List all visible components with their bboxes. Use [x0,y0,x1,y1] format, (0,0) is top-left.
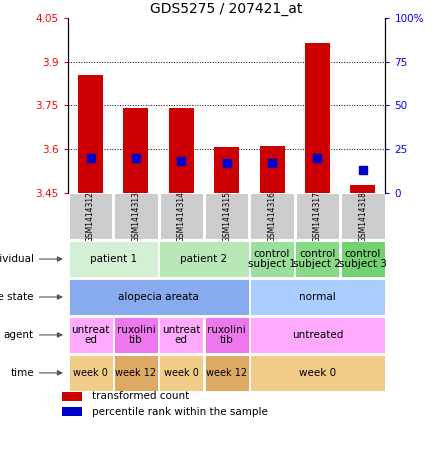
Bar [250,317,385,353]
Point [87,154,94,161]
Bar [69,279,249,315]
Bar [69,241,158,277]
Text: week 0: week 0 [73,368,108,378]
Bar [159,317,203,353]
Text: GSM1414313: GSM1414313 [131,191,141,242]
Text: week 0: week 0 [164,368,199,378]
Text: untreat
ed: untreat ed [162,324,201,345]
Bar [159,241,249,277]
Bar [114,193,158,239]
Bar [250,355,385,390]
Bar [341,241,385,277]
Bar [250,279,385,315]
Text: week 12: week 12 [206,368,247,378]
Bar [205,355,249,390]
Text: GSM1414317: GSM1414317 [313,191,322,242]
Text: patient 2: patient 2 [180,254,228,264]
Bar [260,146,285,193]
Text: control
subject 3: control subject 3 [339,249,387,270]
Text: time: time [11,368,34,378]
Point [359,166,366,173]
Text: transformed count: transformed count [92,391,189,401]
Text: agent: agent [4,330,34,340]
Text: GSM1414314: GSM1414314 [177,191,186,242]
Point [314,154,321,161]
Text: individual: individual [0,254,34,264]
Point [268,159,276,167]
Bar [341,193,385,239]
Text: ruxolini
tib: ruxolini tib [207,324,246,345]
Text: control
subject 1: control subject 1 [248,249,296,270]
Point [132,154,139,161]
Text: percentile rank within the sample: percentile rank within the sample [92,406,268,416]
Bar [78,75,103,193]
Text: week 12: week 12 [115,368,156,378]
Text: disease state: disease state [0,292,34,302]
Bar [69,355,113,390]
Bar [114,317,158,353]
Bar [169,108,194,193]
Bar [214,148,239,193]
Bar [295,241,339,277]
Text: untreat
ed: untreat ed [71,324,110,345]
Bar [69,193,112,239]
Text: GSM1414312: GSM1414312 [86,191,95,242]
Text: GSM1414315: GSM1414315 [222,191,231,242]
Text: GSM1414318: GSM1414318 [358,191,367,242]
Bar [205,193,248,239]
Bar [305,43,330,193]
Text: ruxolini
tib: ruxolini tib [117,324,155,345]
Text: week 0: week 0 [299,368,336,378]
Title: GDS5275 / 207421_at: GDS5275 / 207421_at [151,2,303,16]
Bar [205,317,249,353]
Text: untreated: untreated [292,330,343,340]
Bar [296,193,339,239]
Bar [114,355,158,390]
Bar [159,355,203,390]
Point [178,158,185,165]
Bar [62,392,82,401]
Text: normal: normal [299,292,336,302]
Bar [159,193,203,239]
Text: GSM1414316: GSM1414316 [268,191,276,242]
Bar [250,193,294,239]
Point [223,159,230,167]
Bar [350,185,375,193]
Bar [62,407,82,416]
Bar [69,317,113,353]
Text: alopecia areata: alopecia areata [118,292,199,302]
Bar [124,108,148,193]
Text: control
subject 2: control subject 2 [293,249,341,270]
Text: patient 1: patient 1 [90,254,137,264]
Bar [250,241,294,277]
